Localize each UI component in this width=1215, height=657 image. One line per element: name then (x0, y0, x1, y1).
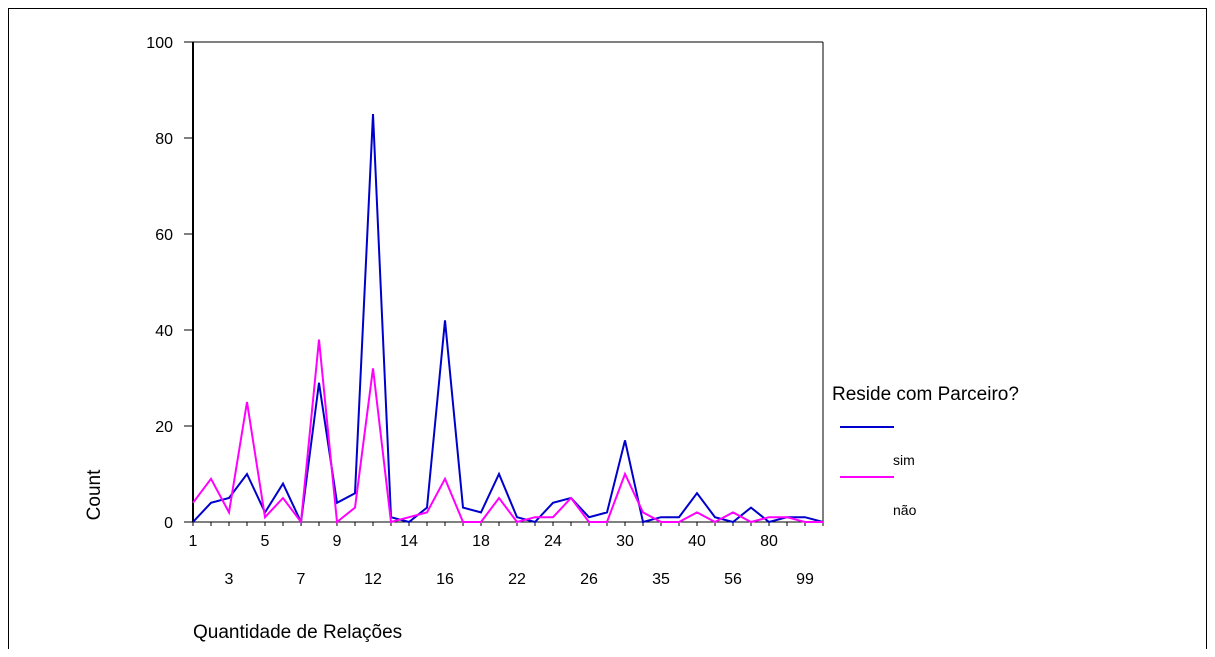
legend-swatch-nao (840, 476, 894, 478)
y-tick-label: 80 (155, 131, 173, 148)
plot-series (192, 113, 824, 526)
x-tick-label: 12 (364, 571, 382, 588)
x-tick-label: 7 (297, 571, 306, 588)
legend-title: Reside com Parceiro? (832, 384, 1019, 405)
series-line-nao (192, 339, 823, 525)
legend-label-nao: não (893, 502, 917, 518)
x-tick-label: 5 (261, 533, 270, 550)
x-tick-label: 26 (580, 571, 598, 588)
x-tick-label: 22 (508, 571, 526, 588)
x-tick-label: 40 (688, 533, 706, 550)
x-tick-label: 9 (333, 533, 342, 550)
x-tick-label: 14 (400, 533, 418, 550)
y-axis-label: Count (84, 469, 105, 520)
x-tick-label: 16 (436, 571, 454, 588)
y-tick-label: 0 (164, 515, 173, 532)
x-tick-label: 35 (652, 571, 670, 588)
x-tick-label: 99 (796, 571, 814, 588)
x-tick-label: 18 (472, 533, 490, 550)
y-tick-label: 60 (155, 227, 173, 244)
chart-frame (8, 8, 1207, 649)
y-tick-label: 20 (155, 419, 173, 436)
y-tick-label: 100 (146, 35, 173, 52)
x-tick-label: 56 (724, 571, 742, 588)
x-tick-label: 24 (544, 533, 562, 550)
series-line-sim (192, 113, 824, 526)
legend-item-nao: não (832, 476, 952, 536)
x-tick-label: 1 (189, 533, 198, 550)
y-tick-label: 40 (155, 323, 173, 340)
chart-axes: 0 20 40 60 80 100 1 5 9 14 18 24 30 40 80 3 7 12 16 22 26 35 5… (146, 35, 824, 588)
x-tick-label: 30 (616, 533, 634, 550)
x-tick-label: 80 (760, 533, 778, 550)
legend-swatch-sim (840, 426, 894, 428)
x-tick-label: 3 (225, 571, 234, 588)
legend-item-sim: sim (832, 424, 952, 484)
legend-label-sim: sim (893, 452, 915, 468)
x-axis-label: Quantidade de Relações (193, 622, 402, 643)
